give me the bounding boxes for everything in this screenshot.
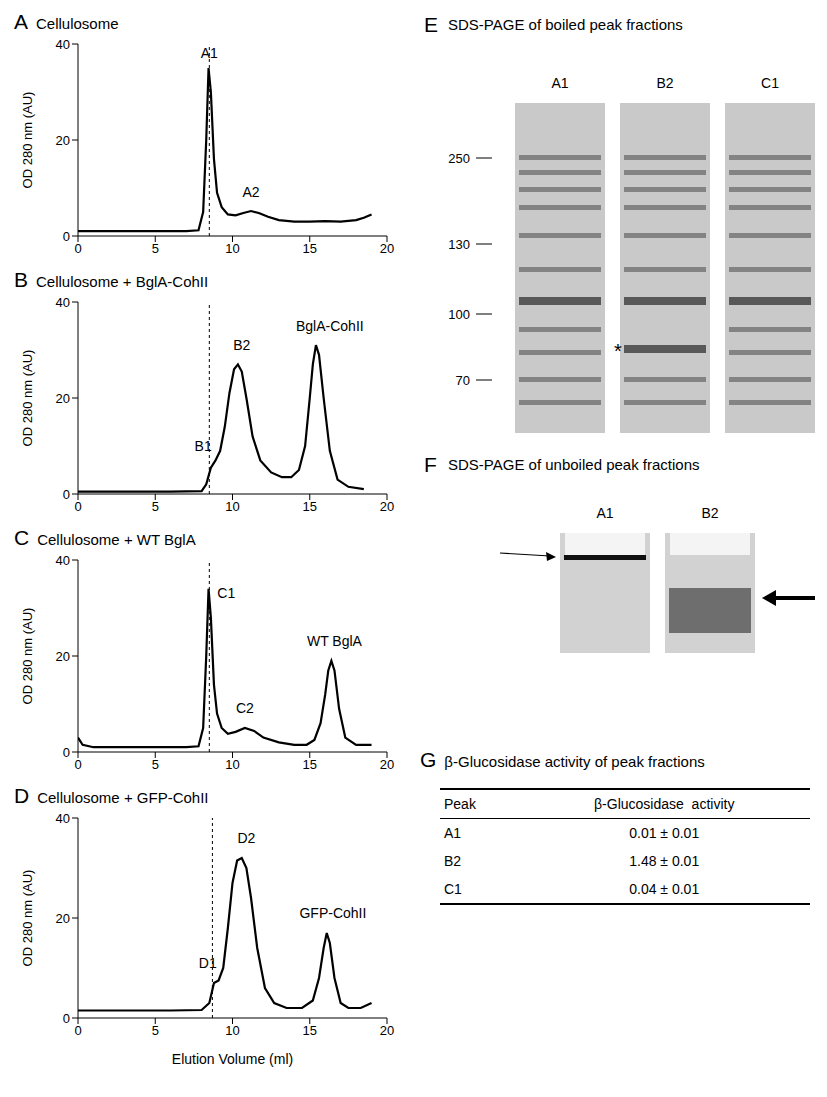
html-text:Cellulosome + BglA-CohII: Cellulosome + BglA-CohII [36,273,209,290]
html-text:C1: C1 [444,881,462,897]
html-text:G β-Glucosidase activity of pe: G β-Glucosidase activity of peak fractio… [420,748,705,771]
svg-text:20: 20 [56,391,70,406]
html-text:0.01 ± 0.01: 0.01 ± 0.01 [629,825,700,841]
svg-text:15: 15 [303,1023,317,1038]
svg-text:0: 0 [74,1023,81,1038]
html-text:A1: A1 [444,825,462,841]
svg-text:250: 250 [448,151,470,166]
svg-text:*: * [614,340,622,362]
svg-text:20: 20 [56,133,70,148]
html-text:Peak: Peak [444,796,476,812]
html-text:B: B [14,268,28,291]
svg-text:100: 100 [448,307,470,322]
svg-text:0: 0 [63,745,70,760]
svg-text:20: 20 [380,499,394,514]
svg-text:B2: B2 [656,75,673,91]
svg-text:OD 280 nm (AU): OD 280 nm (AU) [20,350,35,447]
svg-text:20: 20 [380,1023,394,1038]
svg-text:A1: A1 [201,45,218,61]
svg-text:130: 130 [448,237,470,252]
svg-text:20: 20 [380,241,394,256]
svg-text:5: 5 [152,1023,159,1038]
svg-text:20: 20 [380,757,394,772]
svg-text:B2: B2 [233,337,250,353]
svg-text:WT BglA: WT BglA [307,633,363,649]
svg-text:15: 15 [303,499,317,514]
svg-text:BglA-CohII: BglA-CohII [296,318,364,334]
svg-text:0: 0 [74,241,81,256]
svg-text:40: 40 [56,295,70,310]
svg-text:10: 10 [225,757,239,772]
svg-text:10: 10 [225,241,239,256]
svg-text:0: 0 [63,229,70,244]
svg-text:OD 280 nm (AU): OD 280 nm (AU) [20,608,35,705]
svg-text:0: 0 [74,499,81,514]
svg-text:20: 20 [56,911,70,926]
html-text:D Cellulosome + GFP-CohII: D Cellulosome + GFP-CohII [14,784,209,807]
svg-text:0: 0 [63,487,70,502]
svg-text:0: 0 [74,757,81,772]
html-text:1.48 ± 0.01: 1.48 ± 0.01 [629,853,700,869]
html-text:B2: B2 [444,853,462,869]
svg-text:5: 5 [152,499,159,514]
svg-text:40: 40 [56,811,70,826]
svg-text:0: 0 [63,1011,70,1026]
svg-text:5: 5 [152,241,159,256]
svg-text:70: 70 [456,373,470,388]
svg-text:C2: C2 [236,700,254,716]
html-text:A: A [14,10,28,33]
svg-text:D1: D1 [199,955,217,971]
svg-text:20: 20 [56,649,70,664]
html-text:Cellulosome: Cellulosome [36,15,119,32]
svg-text:B1: B1 [195,438,212,454]
svg-text:A1: A1 [551,75,568,91]
svg-text:10: 10 [225,1023,239,1038]
svg-text:15: 15 [303,757,317,772]
svg-text:Elution Volume (ml): Elution Volume (ml) [172,1051,293,1067]
svg-text:40: 40 [56,553,70,568]
svg-text:SDS-PAGE of boiled peak fracti: SDS-PAGE of boiled peak fractions [448,16,683,33]
svg-text:C1: C1 [761,75,779,91]
svg-text:A1: A1 [596,505,613,521]
svg-text:GFP-CohII: GFP-CohII [299,905,366,921]
svg-text:15: 15 [303,241,317,256]
html-text:0.04 ± 0.01: 0.04 ± 0.01 [629,881,700,897]
svg-text:10: 10 [225,499,239,514]
svg-text:OD 280 nm (AU): OD 280 nm (AU) [20,870,35,967]
svg-text:SDS-PAGE of unboiled peak frac: SDS-PAGE of unboiled peak fractions [448,456,700,473]
html-text:β-Glucosidase activity: β-Glucosidase activity [594,796,735,812]
html-text:C Cellulosome + WT BglA: C Cellulosome + WT BglA [14,526,196,549]
svg-text:5: 5 [152,757,159,772]
svg-text:A2: A2 [242,184,259,200]
svg-text:40: 40 [56,37,70,52]
svg-text:F: F [424,453,437,476]
svg-text:C1: C1 [217,585,235,601]
svg-text:D2: D2 [237,830,255,846]
svg-text:OD 280 nm (AU): OD 280 nm (AU) [20,92,35,189]
svg-text:B2: B2 [701,505,718,521]
svg-text:E: E [424,13,438,36]
